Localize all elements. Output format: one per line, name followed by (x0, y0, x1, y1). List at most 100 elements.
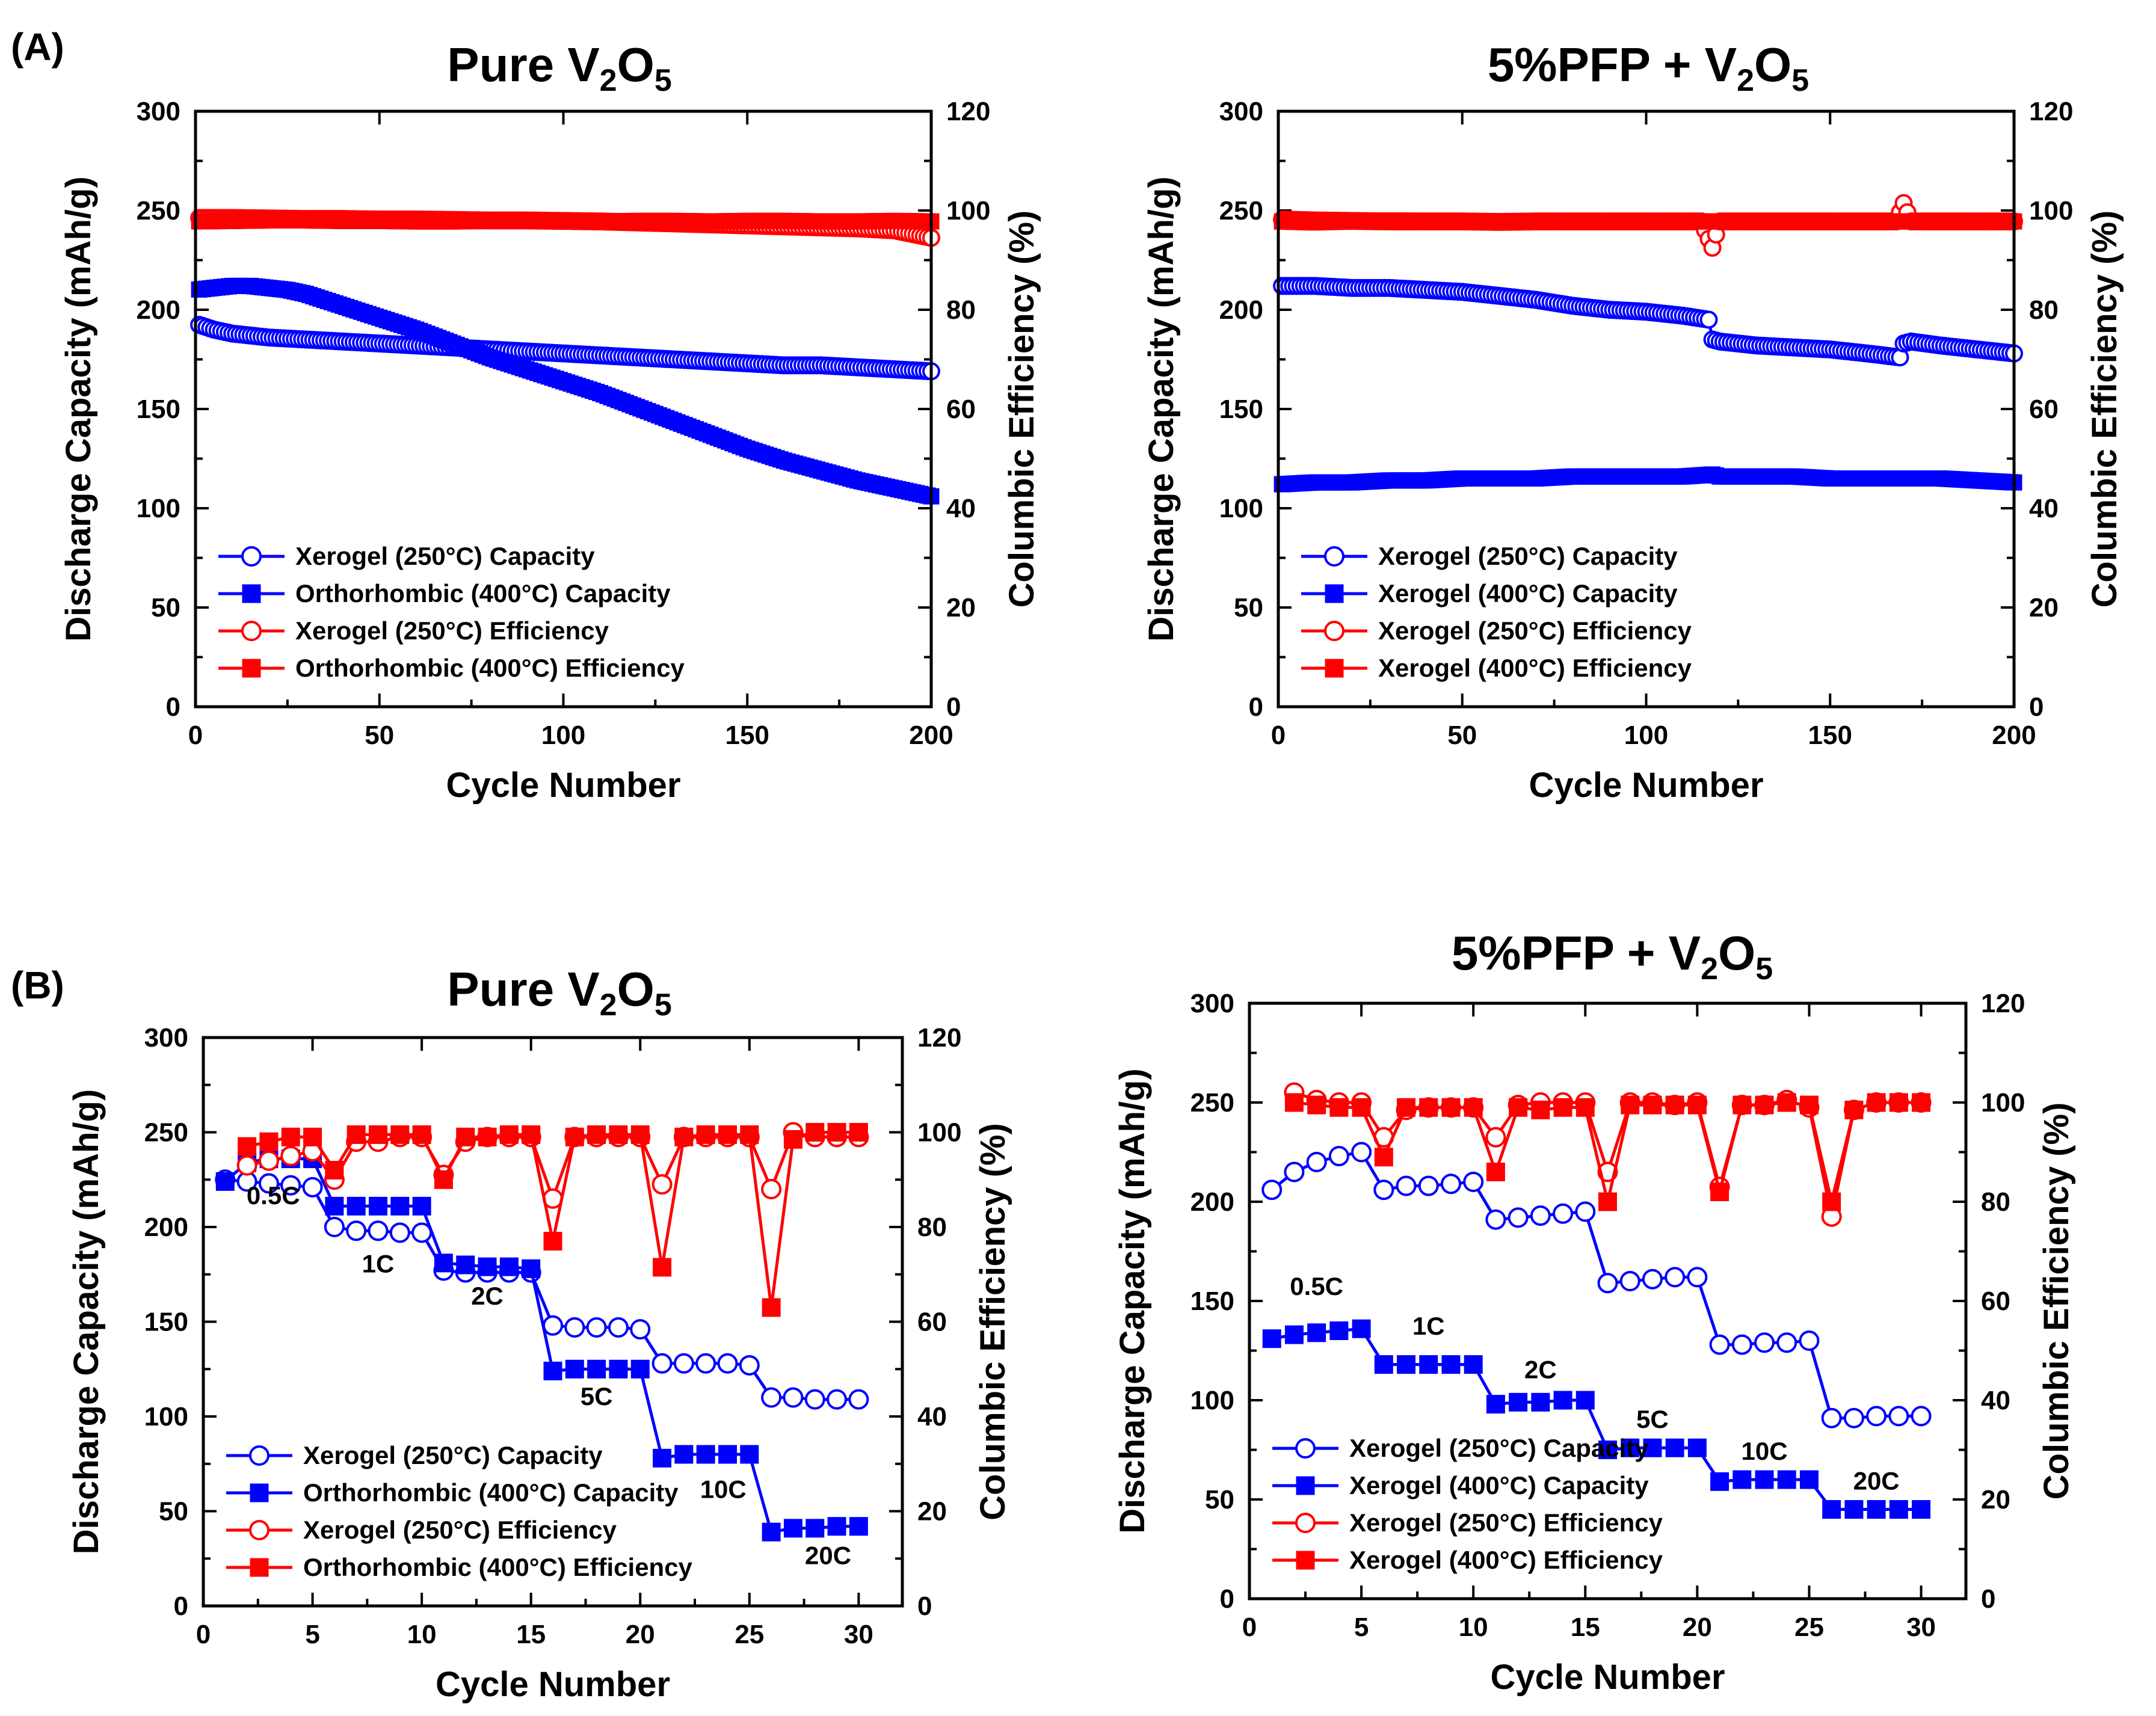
plot-frame (194, 109, 933, 709)
y-tick-label: 100 (137, 494, 180, 523)
legend: Xerogel (250°C) Capacity Orthorhombic (40… (218, 542, 685, 682)
data-point (740, 1445, 759, 1464)
legend: Xerogel (250°C) Capacity Orthorhombic (40… (226, 1441, 693, 1581)
chart-title: Pure V2O5 (447, 38, 672, 98)
legend-item-4: Orthorhombic (400°C) Efficiency (226, 1553, 693, 1581)
data-point (848, 1389, 869, 1410)
y-tick-label: 50 (1205, 1485, 1234, 1515)
x-tick-label: 15 (516, 1620, 546, 1649)
data-point (717, 1353, 738, 1374)
y-tick-label: 200 (1219, 295, 1263, 325)
plot-frame (1277, 109, 2016, 709)
x-tick-label: 200 (1992, 721, 2036, 750)
data-point (1553, 1203, 1574, 1224)
series-4 (238, 1123, 868, 1317)
y2-tick-label: 80 (946, 295, 976, 325)
x-axis-title: Cycle Number (436, 1665, 670, 1704)
y2-tick-label: 20 (2029, 593, 2059, 623)
data-point (1867, 1093, 1886, 1112)
rate-label: 0.5C (1290, 1272, 1343, 1300)
data-point (1643, 1438, 1662, 1457)
data-point (215, 1172, 235, 1191)
data-point (1710, 1472, 1729, 1491)
legend-marker (241, 546, 262, 567)
data-point (346, 1220, 367, 1241)
series-4 (1284, 1093, 1931, 1211)
y2-tick-label: 0 (2029, 692, 2044, 722)
x-tick-label: 5 (1354, 1613, 1369, 1642)
y-tick-label: 200 (1190, 1187, 1234, 1217)
series-2 (191, 277, 940, 505)
y-tick-label: 0 (174, 1591, 188, 1621)
data-point (674, 1445, 694, 1464)
data-point (740, 1125, 759, 1144)
y2-tick-label: 60 (2029, 395, 2059, 424)
y2-tick-label: 0 (917, 1591, 932, 1621)
rate-label: 10C (700, 1475, 747, 1503)
data-point (1777, 1093, 1796, 1112)
data-point (1261, 1179, 1283, 1201)
data-point (1821, 1407, 1842, 1428)
legend-item-1: Xerogel (250°C) Capacity (218, 542, 595, 570)
y-axis-title: Discharge Capacity (mAh/g) (67, 1089, 106, 1555)
y2-tick-label: 20 (946, 593, 976, 623)
y2-tick-label: 100 (2029, 196, 2073, 226)
y-tick-label: 300 (144, 1023, 188, 1053)
legend-item-2: Orthorhombic (400°C) Capacity (226, 1478, 679, 1507)
legend-label: Xerogel (250°C) Efficiency (295, 617, 609, 645)
series-4 (191, 212, 940, 230)
y2-tick-label: 100 (1981, 1088, 2025, 1118)
data-point (1397, 1355, 1416, 1374)
y2-tick-label: 40 (946, 494, 976, 523)
data-point (1799, 1330, 1820, 1351)
data-point (805, 1519, 825, 1538)
data-point (456, 1255, 475, 1275)
data-point (673, 1353, 694, 1374)
x-tick-label: 100 (541, 721, 585, 750)
legend-marker (250, 1483, 269, 1502)
data-point (761, 1387, 782, 1408)
y-tick-label: 150 (1190, 1287, 1234, 1316)
legend-label: Xerogel (250°C) Capacity (1378, 542, 1678, 570)
data-point (1732, 1095, 1752, 1115)
data-point (1866, 1406, 1887, 1427)
data-point (739, 1355, 760, 1376)
legend-label: Xerogel (250°C) Capacity (303, 1441, 603, 1469)
data-point (630, 1359, 650, 1379)
data-point (1531, 1392, 1550, 1412)
legend-label: Xerogel (400°C) Efficiency (1378, 654, 1692, 682)
data-point (564, 1317, 585, 1338)
x-tick-label: 30 (844, 1620, 873, 1649)
y-tick-label: 200 (137, 295, 180, 325)
data-point (369, 1196, 387, 1216)
legend-item-2: Orthorhombic (400°C) Capacity (218, 579, 671, 607)
data-point (1755, 1470, 1774, 1489)
series-group (1261, 1082, 1932, 1519)
data-point (718, 1445, 737, 1464)
data-point (1373, 1179, 1394, 1201)
data-point (827, 1123, 846, 1142)
data-point (1352, 1319, 1371, 1338)
y2-tick-label: 120 (917, 1023, 961, 1053)
legend-item-3: Xerogel (250°C) Efficiency (1301, 617, 1692, 645)
data-point (1777, 1470, 1796, 1489)
x-tick-label: 25 (735, 1620, 764, 1649)
data-point (346, 1196, 366, 1216)
x-axis-title: Cycle Number (1529, 766, 1763, 805)
data-point (1508, 1207, 1529, 1228)
legend-marker (1324, 621, 1344, 641)
data-point (1598, 1441, 1617, 1459)
data-point (1575, 1201, 1596, 1222)
legend-item-1: Xerogel (250°C) Capacity (1301, 542, 1678, 570)
legend-marker (1324, 546, 1344, 567)
x-tick-label: 10 (407, 1620, 437, 1649)
data-point (1687, 1267, 1708, 1288)
data-point (1531, 1100, 1550, 1119)
data-point (1485, 1127, 1506, 1148)
data-point (565, 1359, 584, 1379)
chart-title: 5%PFP + V2O5 (1488, 38, 1809, 98)
data-point (696, 1445, 715, 1464)
legend-item-1: Xerogel (250°C) Capacity (226, 1441, 603, 1469)
data-point (1396, 1175, 1417, 1196)
